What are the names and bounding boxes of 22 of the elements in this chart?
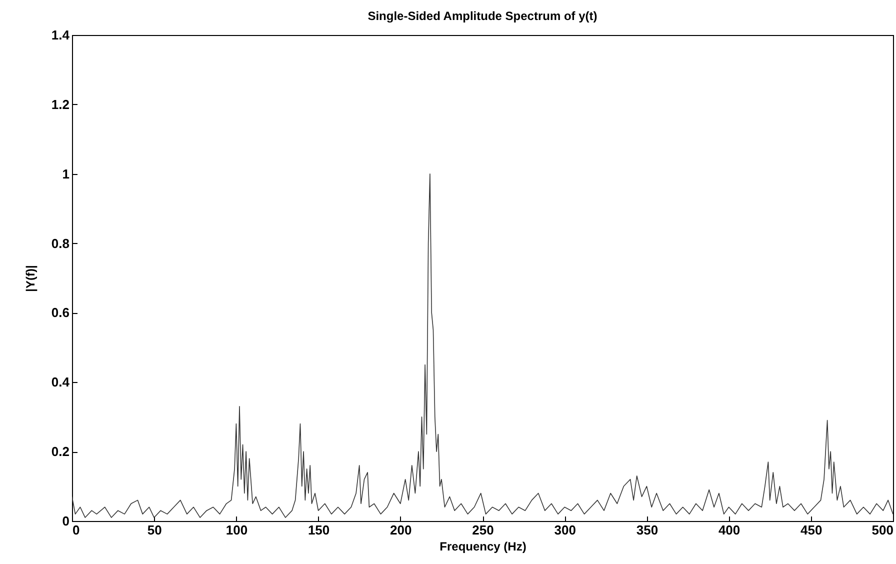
y-tick-label: 0.6 [51, 305, 70, 320]
x-tick-label: 300 [554, 522, 576, 538]
y-tick-label: 0.8 [51, 236, 70, 251]
x-tick-label: 50 [147, 522, 162, 538]
y-tick-label: 1.4 [51, 28, 70, 42]
x-axis-title: Frequency (Hz) [440, 540, 526, 554]
y-tick-label: 0.2 [51, 444, 70, 460]
x-tick-label: 250 [472, 522, 494, 538]
x-tick-label: 450 [800, 522, 822, 538]
x-tick-label: 200 [390, 522, 412, 538]
y-axis-title: |Y(f)| [23, 265, 38, 292]
x-tick-label: 100 [226, 522, 248, 538]
x-tick-label: 0 [72, 522, 80, 538]
chart-title: Single-Sided Amplitude Spectrum of y(t) [368, 9, 598, 23]
line-series [72, 173, 893, 518]
y-tick-label: 0.4 [51, 374, 70, 390]
x-tick-label: 150 [308, 522, 330, 538]
x-tick-label: 500 [872, 522, 894, 538]
y-tick-label: 1.2 [51, 96, 70, 112]
x-tick-label: 400 [718, 522, 740, 538]
x-tick-label: 350 [636, 522, 658, 538]
y-tick-label: 1 [62, 166, 70, 182]
